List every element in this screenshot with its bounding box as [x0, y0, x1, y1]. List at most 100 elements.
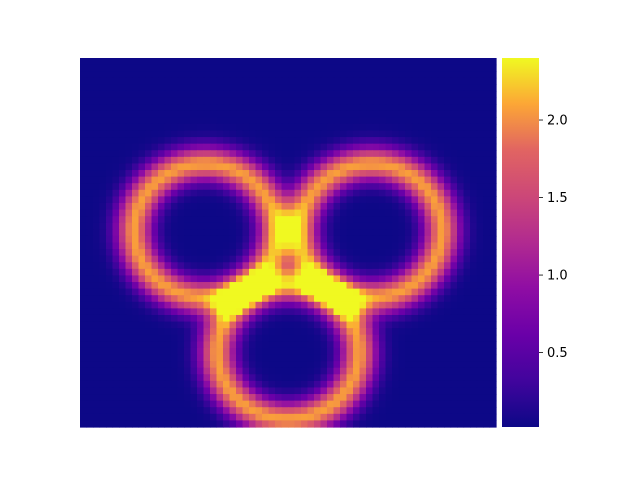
- heatmap-cell: [164, 420, 172, 428]
- heatmap-cell: [476, 189, 484, 197]
- heatmap-cell: [229, 183, 237, 191]
- heatmap-cell: [268, 328, 276, 336]
- heatmap-cell: [275, 328, 283, 336]
- heatmap-cell: [177, 104, 185, 112]
- heatmap-cell: [340, 84, 348, 92]
- heatmap-cell: [470, 407, 478, 415]
- heatmap-cell: [327, 117, 335, 125]
- heatmap-cell: [294, 380, 302, 389]
- heatmap-cell: [444, 64, 452, 72]
- heatmap-cell: [125, 308, 133, 316]
- heatmap-cell: [398, 282, 406, 290]
- heatmap-cell: [177, 229, 185, 237]
- heatmap-cell: [320, 295, 328, 303]
- heatmap-cell: [112, 202, 120, 211]
- heatmap-cell: [171, 321, 179, 329]
- heatmap-cell: [242, 143, 250, 151]
- heatmap-cell: [106, 110, 114, 118]
- heatmap-cell: [151, 255, 159, 263]
- heatmap-cell: [229, 354, 237, 362]
- heatmap-cell: [229, 314, 237, 323]
- heatmap-cell: [216, 196, 224, 204]
- heatmap-cell: [223, 235, 231, 244]
- heatmap-cell: [171, 308, 179, 316]
- heatmap-cell: [138, 170, 146, 178]
- heatmap-cell: [229, 282, 237, 290]
- heatmap-cell: [457, 407, 465, 415]
- heatmap-cell: [424, 77, 432, 85]
- heatmap-cell: [457, 295, 465, 303]
- heatmap-cell: [93, 275, 101, 283]
- heatmap-cell: [437, 156, 445, 165]
- heatmap-cell: [249, 156, 257, 165]
- heatmap-cell: [398, 334, 406, 342]
- heatmap-cell: [346, 334, 354, 342]
- heatmap-cell: [203, 334, 211, 342]
- heatmap-cell: [197, 117, 205, 125]
- heatmap-cell: [281, 183, 289, 191]
- heatmap-cell: [184, 321, 192, 329]
- heatmap-cell: [86, 249, 94, 257]
- heatmap-cell: [327, 150, 335, 158]
- colorbar-gradient: [502, 58, 539, 427]
- heatmap-cell: [359, 255, 367, 263]
- heatmap-cell: [106, 189, 114, 197]
- heatmap-cell: [275, 314, 283, 323]
- heatmap-cell: [229, 71, 237, 79]
- heatmap-cell: [288, 202, 296, 211]
- heatmap-cell: [444, 334, 452, 342]
- heatmap-cell: [333, 130, 341, 138]
- heatmap-cell: [171, 347, 179, 356]
- heatmap-cell: [203, 413, 211, 422]
- heatmap-cell: [411, 130, 419, 138]
- heatmap-cell: [327, 314, 335, 323]
- heatmap-cell: [164, 222, 172, 230]
- heatmap-cell: [366, 301, 374, 309]
- heatmap-cell: [138, 90, 146, 99]
- heatmap-cell: [112, 321, 120, 329]
- heatmap-cell: [483, 202, 491, 211]
- heatmap-cell: [190, 90, 198, 99]
- heatmap-cell: [158, 64, 166, 72]
- heatmap-cell: [151, 282, 159, 290]
- heatmap-cell: [405, 361, 413, 369]
- heatmap-cell: [294, 262, 302, 270]
- heatmap-cell: [249, 275, 257, 283]
- heatmap-cell: [411, 262, 419, 270]
- heatmap-cell: [177, 90, 185, 99]
- heatmap-cell: [398, 374, 406, 382]
- heatmap-cell: [359, 150, 367, 158]
- heatmap-cell: [164, 137, 172, 145]
- heatmap-cell: [99, 189, 107, 197]
- heatmap-cell: [86, 183, 94, 191]
- heatmap-cell: [353, 183, 361, 191]
- heatmap-cell: [281, 413, 289, 422]
- heatmap-cell: [80, 84, 88, 92]
- heatmap-cell: [80, 407, 88, 415]
- heatmap-cell: [320, 407, 328, 415]
- heatmap-cell: [333, 282, 341, 290]
- heatmap-cell: [229, 242, 237, 250]
- heatmap-cell: [268, 64, 276, 72]
- heatmap-cell: [249, 367, 257, 375]
- heatmap-cell: [132, 407, 140, 415]
- heatmap-cell: [398, 163, 406, 171]
- heatmap-cell: [86, 117, 94, 125]
- heatmap-cell: [333, 90, 341, 99]
- heatmap-cell: [431, 341, 439, 349]
- heatmap-cell: [249, 202, 257, 211]
- heatmap-cell: [177, 176, 185, 184]
- heatmap-cell: [457, 77, 465, 85]
- heatmap-cell: [437, 394, 445, 402]
- heatmap-cell: [281, 420, 289, 428]
- heatmap-cell: [405, 321, 413, 329]
- heatmap-cell: [314, 347, 322, 356]
- heatmap-cell: [158, 367, 166, 375]
- heatmap-cell: [366, 242, 374, 250]
- heatmap-cell: [353, 262, 361, 270]
- heatmap-cell: [379, 170, 387, 178]
- heatmap-cell: [463, 209, 471, 217]
- heatmap-cell: [470, 295, 478, 303]
- heatmap-cell: [177, 288, 185, 296]
- heatmap-cell: [457, 282, 465, 290]
